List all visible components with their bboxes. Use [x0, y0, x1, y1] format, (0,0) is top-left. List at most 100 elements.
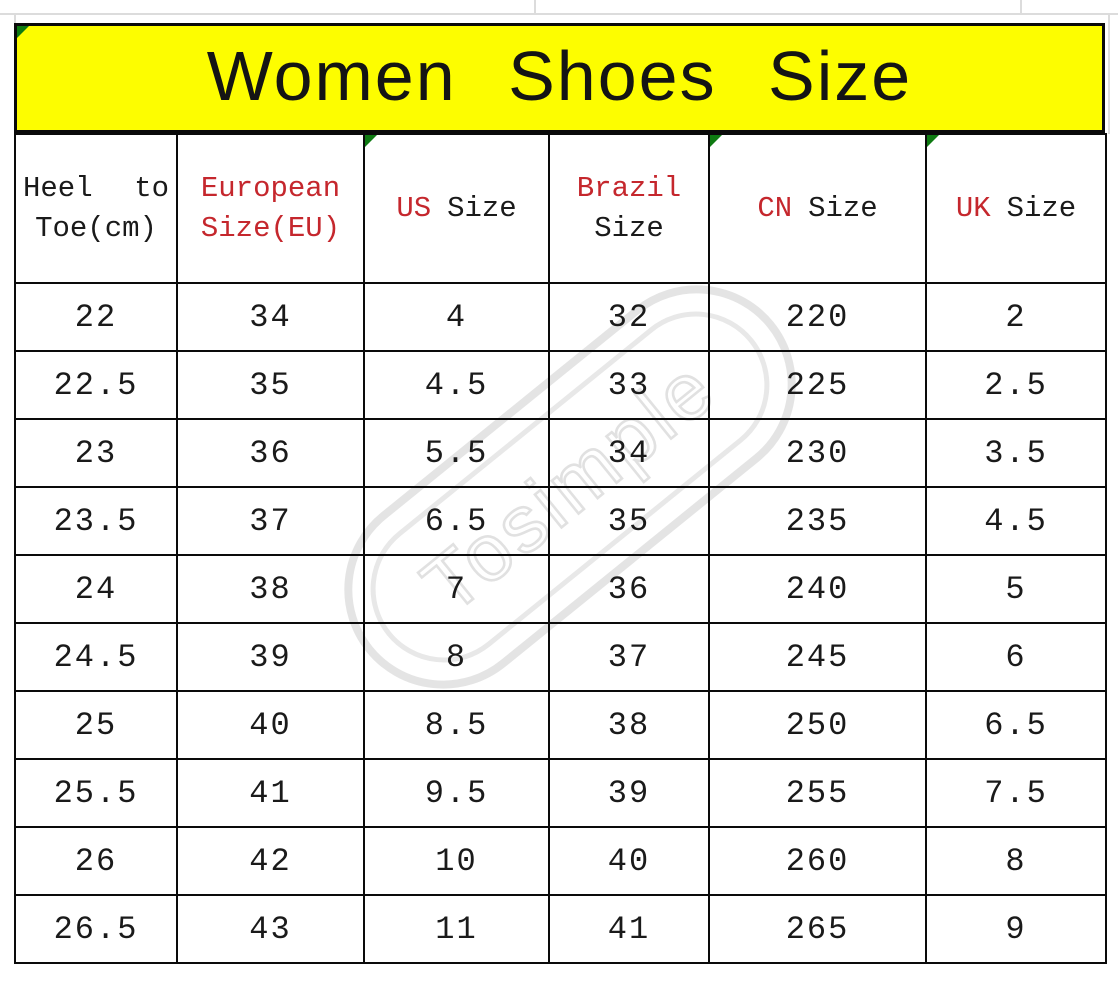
table-row: 25 40 8.5 38 250 6.5 — [14, 690, 1107, 760]
table-cell: 4.5 — [363, 350, 550, 420]
table-cell: 36 — [548, 554, 710, 624]
table-cell: 7 — [363, 554, 550, 624]
page-title: Women Shoes Size — [206, 37, 913, 115]
gridline-remnant-top — [0, 13, 1118, 15]
table-cell: 39 — [176, 622, 365, 692]
table-cell: 25 — [14, 690, 178, 760]
table-cell: 38 — [176, 554, 365, 624]
header-label: Heel — [23, 171, 93, 205]
table-cell: 32 — [548, 282, 710, 352]
header-brazil-size: Brazil Size — [548, 133, 710, 284]
table-cell: 8 — [363, 622, 550, 692]
table-row: 24.5 39 8 37 245 6 — [14, 622, 1107, 692]
table-cell: 11 — [363, 894, 550, 964]
gridline-remnant-stub-2 — [1020, 0, 1022, 14]
table-cell: 225 — [708, 350, 927, 420]
green-corner-marker — [710, 135, 722, 147]
table-cell: 37 — [548, 622, 710, 692]
table-row: 23 36 5.5 34 230 3.5 — [14, 418, 1107, 488]
table-cell: 4.5 — [925, 486, 1107, 556]
table-cell: 34 — [548, 418, 710, 488]
table-cell: 24.5 — [14, 622, 178, 692]
table-cell: 23 — [14, 418, 178, 488]
title-banner: Women Shoes Size — [14, 23, 1105, 133]
table-cell: 9 — [925, 894, 1107, 964]
table-cell: 2.5 — [925, 350, 1107, 420]
header-label: Brazil — [576, 171, 682, 205]
table-cell: 38 — [548, 690, 710, 760]
table-cell: 41 — [176, 758, 365, 828]
header-label: Toe(cm) — [35, 211, 157, 245]
table-cell: 4 — [363, 282, 550, 352]
table-cell: 7.5 — [925, 758, 1107, 828]
table-cell: 26 — [14, 826, 178, 896]
table-row: 24 38 7 36 240 5 — [14, 554, 1107, 624]
table-cell: 22 — [14, 282, 178, 352]
header-us-size: US Size — [363, 133, 550, 284]
table-cell: 5.5 — [363, 418, 550, 488]
header-label: Size — [594, 211, 664, 245]
table-cell: 42 — [176, 826, 365, 896]
table-cell: 23.5 — [14, 486, 178, 556]
table-cell: 6 — [925, 622, 1107, 692]
table-cell: 6.5 — [363, 486, 550, 556]
table-row: 26.5 43 11 41 265 9 — [14, 894, 1107, 964]
header-label: UK — [955, 191, 991, 225]
table-cell: 10 — [363, 826, 550, 896]
table-cell: 35 — [548, 486, 710, 556]
size-table-body: 22 34 4 32 220 2 22.5 35 4.5 33 225 2.5 23 36 5.5 34 230… — [14, 282, 1107, 964]
table-cell: 260 — [708, 826, 927, 896]
table-row: 25.5 41 9.5 39 255 7.5 — [14, 758, 1107, 828]
table-cell: 39 — [548, 758, 710, 828]
table-cell: 22.5 — [14, 350, 178, 420]
table-cell: 8 — [925, 826, 1107, 896]
table-cell: 34 — [176, 282, 365, 352]
table-cell: 37 — [176, 486, 365, 556]
table-cell: 245 — [708, 622, 927, 692]
table-cell: 25.5 — [14, 758, 178, 828]
table-cell: 41 — [548, 894, 710, 964]
table-cell: 265 — [708, 894, 927, 964]
table-cell: 240 — [708, 554, 927, 624]
table-row: 26 42 10 40 260 8 — [14, 826, 1107, 896]
header-label: Size(EU) — [200, 211, 341, 245]
header-label: US — [396, 191, 432, 225]
header-european-size: European Size(EU) — [176, 133, 365, 284]
table-cell: 9.5 — [363, 758, 550, 828]
table-cell: 5 — [925, 554, 1107, 624]
table-cell: 255 — [708, 758, 927, 828]
table-cell: 40 — [176, 690, 365, 760]
header-label: Size — [808, 191, 878, 225]
table-cell: 250 — [708, 690, 927, 760]
green-corner-marker — [365, 135, 377, 147]
header-label: Size — [447, 191, 517, 225]
size-table: Heel to Toe(cm) European Size(EU) US Size Brazi… — [14, 133, 1107, 964]
table-row: 22.5 35 4.5 33 225 2.5 — [14, 350, 1107, 420]
gridline-remnant-stub-1 — [534, 0, 536, 14]
header-cn-size: CN Size — [708, 133, 927, 284]
header-label: to — [134, 171, 169, 205]
table-row: 23.5 37 6.5 35 235 4.5 — [14, 486, 1107, 556]
table-cell: 230 — [708, 418, 927, 488]
table-cell: 220 — [708, 282, 927, 352]
green-corner-marker — [17, 26, 29, 38]
table-cell: 35 — [176, 350, 365, 420]
table-cell: 2 — [925, 282, 1107, 352]
table-cell: 8.5 — [363, 690, 550, 760]
table-cell: 40 — [548, 826, 710, 896]
gridline-remnant-right — [1108, 14, 1110, 134]
table-cell: 6.5 — [925, 690, 1107, 760]
table-cell: 235 — [708, 486, 927, 556]
table-cell: 33 — [548, 350, 710, 420]
header-label: European — [200, 171, 341, 205]
header-label: Size — [1006, 191, 1077, 225]
table-cell: 43 — [176, 894, 365, 964]
header-heel-to-toe: Heel to Toe(cm) — [14, 133, 178, 284]
green-corner-marker — [927, 135, 939, 147]
header-label: CN — [757, 191, 793, 225]
size-table-header: Heel to Toe(cm) European Size(EU) US Size Brazi… — [14, 133, 1107, 284]
header-uk-size: UK Size — [925, 133, 1107, 284]
table-cell: 36 — [176, 418, 365, 488]
table-cell: 26.5 — [14, 894, 178, 964]
gridline-remnant-left-stub — [14, 14, 16, 24]
